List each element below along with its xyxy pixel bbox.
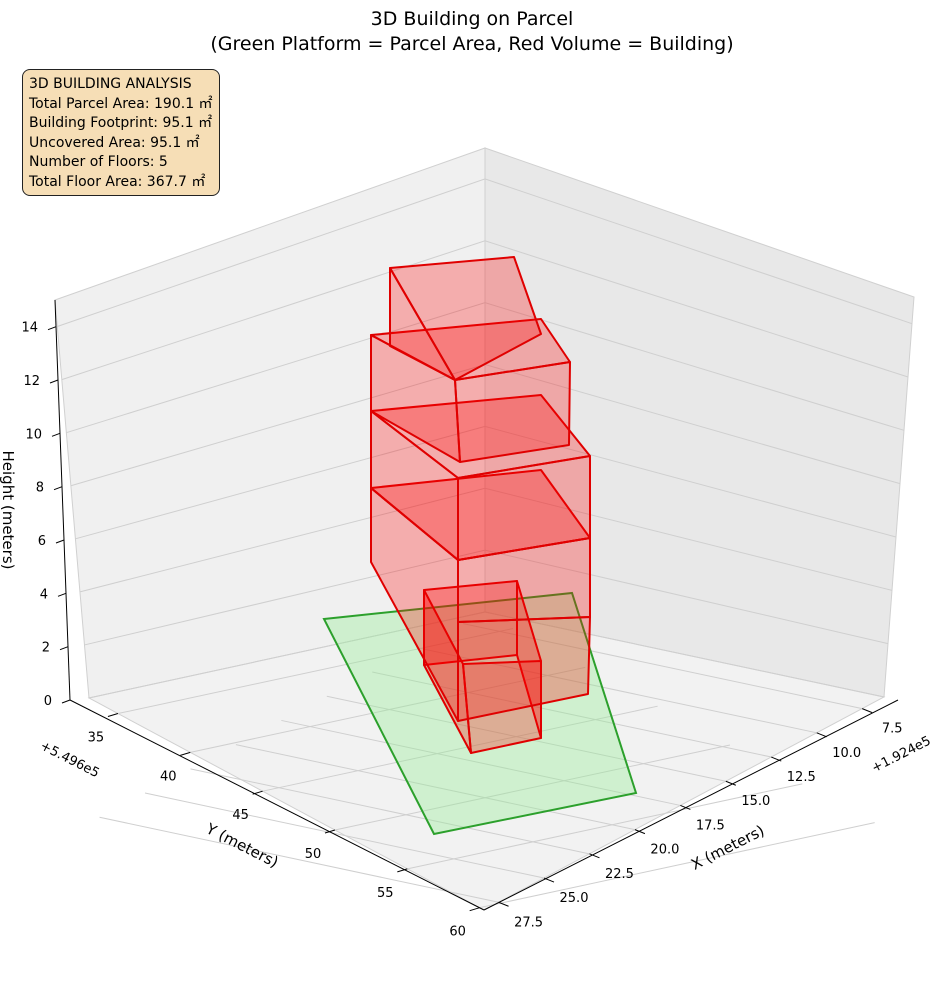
analysis-heading: 3D BUILDING ANALYSIS [29, 76, 192, 92]
z-tick-label: 14 [21, 321, 38, 336]
x-axis-line [483, 699, 899, 911]
total-parcel-area: Total Parcel Area: 190.1 ㎡ [29, 95, 213, 112]
z-gridline [75, 425, 897, 540]
building-face [370, 410, 459, 561]
y-tick-mark [180, 751, 191, 756]
z-tick-label: 0 [44, 694, 52, 709]
z-tick-label: 8 [36, 481, 44, 496]
z-tick-mark [49, 379, 59, 384]
x-tick-label: 17.5 [696, 818, 725, 833]
z-tick-mark [51, 432, 61, 437]
grid-lines [57, 178, 913, 909]
total-floor-area: Total Floor Area: 367.7 ㎡ [29, 173, 206, 190]
x-tick-mark [634, 829, 646, 835]
z-tick-label: 10 [25, 427, 42, 442]
z-gridline [88, 611, 885, 699]
building-face [389, 267, 456, 381]
number-of-floors: Number of Floors: 5 [29, 154, 168, 170]
y-tick-label: 40 [160, 769, 177, 784]
x-tick-label: 15.0 [741, 794, 770, 809]
x-tick-label: 22.5 [605, 867, 634, 882]
x-tick-mark [543, 877, 555, 883]
building-face [454, 361, 571, 463]
parcel-platform [322, 591, 638, 836]
z-tick-label: 2 [42, 641, 50, 656]
x-tick-mark [771, 756, 782, 762]
z-tick-mark [57, 592, 67, 597]
z-axis-label: Height (meters) [0, 451, 17, 570]
y-tick-mark [397, 868, 408, 873]
y-axis-label: Y (meters) [202, 819, 281, 871]
analysis-info-box: 3D BUILDING ANALYSIS Total Parcel Area: … [22, 69, 220, 196]
z-tick-label: 12 [23, 374, 40, 389]
x-gridline [99, 816, 499, 903]
x-tick-label: 10.0 [832, 746, 861, 761]
y-tick-label: 55 [377, 886, 394, 901]
x-tick-label: 7.5 [882, 722, 903, 737]
x-tick-mark [498, 901, 509, 907]
x-tick-label: 27.5 [514, 915, 543, 930]
y-tick-label: 50 [305, 847, 322, 862]
x-gridline [326, 695, 726, 782]
x-gridline [235, 744, 636, 831]
z-tick-label: 6 [38, 534, 46, 549]
z-tick-mark [55, 539, 65, 544]
z-tick-mark [61, 699, 71, 704]
building-volume [370, 256, 591, 754]
x-gridline [190, 768, 590, 855]
z-tick-mark [59, 646, 69, 651]
y-tick-label: 60 [449, 925, 466, 940]
y-tick-label: 35 [88, 731, 105, 746]
x-gridline [463, 623, 863, 710]
x-gridline [417, 647, 817, 734]
z-gridline [66, 302, 905, 434]
z-tick-mark [53, 486, 63, 491]
chart-title: 3D Building on Parcel [371, 8, 574, 30]
x-tick-mark [725, 780, 737, 786]
x-gridline [281, 719, 681, 806]
x-tick-label: 12.5 [787, 770, 816, 785]
z-gridline [84, 549, 889, 646]
x-offset-label: +1.924e5 [869, 734, 933, 777]
y-tick-label: 45 [232, 808, 249, 823]
x-tick-mark [861, 708, 873, 714]
y-gridline [407, 783, 803, 870]
y-gridline [479, 822, 875, 909]
z-tick-label: 4 [40, 587, 48, 602]
x-tick-label: 20.0 [650, 843, 679, 858]
building-face [423, 589, 472, 754]
y-gridline [117, 628, 514, 715]
uncovered-area: Uncovered Area: 95.1 ㎡ [29, 134, 200, 151]
x-tick-label: 25.0 [560, 891, 589, 906]
x-tick-mark [816, 732, 827, 738]
z-axis-line [54, 299, 71, 701]
building-footprint: Building Footprint: 95.1 ㎡ [29, 115, 213, 131]
y-gridline [262, 705, 658, 792]
y-tick-mark [324, 829, 336, 834]
z-gridline [79, 487, 893, 593]
chart-subtitle: (Green Platform = Parcel Area, Red Volum… [210, 33, 733, 55]
y-gridline [190, 666, 586, 753]
x-gridline [144, 792, 545, 879]
x-tick-mark [589, 853, 600, 859]
y-tick-mark [469, 907, 480, 912]
z-gridline [57, 178, 913, 328]
y-axis-line [69, 699, 485, 911]
axis-ticks: 0 2 4 6 8 10 12 14 35 40 45 50 55 60 7.5 10.0 12.5 15.0 17… [21, 321, 902, 940]
x-tick-mark [680, 804, 691, 810]
z-gridline [61, 240, 909, 381]
y-tick-mark [107, 713, 119, 718]
y-gridline [334, 744, 731, 831]
y-tick-mark [252, 790, 263, 795]
z-tick-mark [47, 326, 57, 331]
